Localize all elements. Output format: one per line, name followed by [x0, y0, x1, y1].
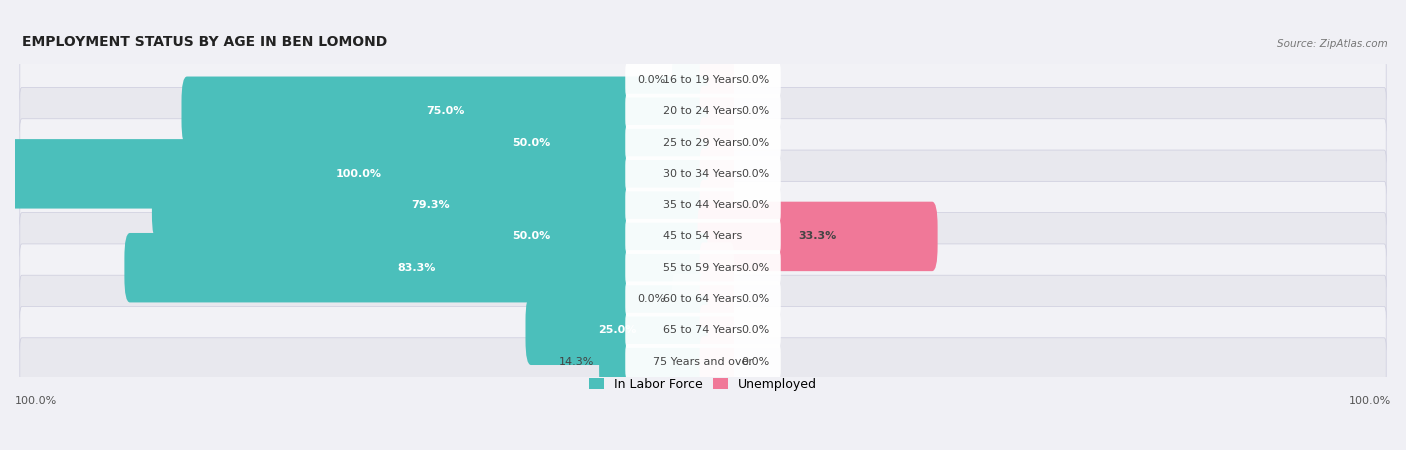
FancyBboxPatch shape: [20, 244, 1386, 292]
Text: 0.0%: 0.0%: [741, 325, 769, 335]
FancyBboxPatch shape: [700, 274, 734, 324]
FancyBboxPatch shape: [152, 171, 709, 240]
Legend: In Labor Force, Unemployed: In Labor Force, Unemployed: [583, 373, 823, 396]
FancyBboxPatch shape: [20, 87, 1386, 135]
Text: 0.0%: 0.0%: [637, 75, 665, 85]
FancyBboxPatch shape: [626, 63, 780, 98]
Text: 83.3%: 83.3%: [398, 263, 436, 273]
FancyBboxPatch shape: [700, 54, 734, 105]
FancyBboxPatch shape: [672, 274, 706, 324]
FancyBboxPatch shape: [626, 94, 780, 129]
FancyBboxPatch shape: [626, 313, 780, 348]
Text: 55 to 59 Years: 55 to 59 Years: [664, 263, 742, 273]
FancyBboxPatch shape: [20, 56, 1386, 104]
Text: 0.0%: 0.0%: [741, 200, 769, 210]
FancyBboxPatch shape: [626, 125, 780, 160]
Text: 30 to 34 Years: 30 to 34 Years: [664, 169, 742, 179]
FancyBboxPatch shape: [700, 180, 734, 230]
FancyBboxPatch shape: [697, 202, 938, 271]
FancyBboxPatch shape: [700, 86, 734, 137]
FancyBboxPatch shape: [626, 188, 780, 223]
Text: Source: ZipAtlas.com: Source: ZipAtlas.com: [1278, 39, 1388, 49]
Text: 0.0%: 0.0%: [741, 263, 769, 273]
Text: 33.3%: 33.3%: [799, 231, 837, 241]
Text: 75.0%: 75.0%: [426, 106, 464, 116]
Text: 0.0%: 0.0%: [637, 294, 665, 304]
Text: 100.0%: 100.0%: [1348, 396, 1391, 406]
Text: 100.0%: 100.0%: [336, 169, 382, 179]
Text: 25.0%: 25.0%: [598, 325, 636, 335]
Text: 0.0%: 0.0%: [741, 138, 769, 148]
FancyBboxPatch shape: [20, 275, 1386, 323]
FancyBboxPatch shape: [700, 305, 734, 356]
FancyBboxPatch shape: [599, 327, 709, 396]
FancyBboxPatch shape: [626, 250, 780, 285]
Text: 16 to 19 Years: 16 to 19 Years: [664, 75, 742, 85]
FancyBboxPatch shape: [20, 338, 1386, 385]
FancyBboxPatch shape: [672, 54, 706, 105]
FancyBboxPatch shape: [20, 119, 1386, 166]
Text: 0.0%: 0.0%: [741, 169, 769, 179]
FancyBboxPatch shape: [20, 181, 1386, 229]
Text: 79.3%: 79.3%: [411, 200, 450, 210]
Text: 35 to 44 Years: 35 to 44 Years: [664, 200, 742, 210]
FancyBboxPatch shape: [10, 139, 709, 208]
Text: 0.0%: 0.0%: [741, 75, 769, 85]
Text: 14.3%: 14.3%: [560, 356, 595, 367]
FancyBboxPatch shape: [181, 76, 709, 146]
FancyBboxPatch shape: [353, 202, 709, 271]
Text: 0.0%: 0.0%: [741, 356, 769, 367]
Text: 65 to 74 Years: 65 to 74 Years: [664, 325, 742, 335]
Text: 75 Years and over: 75 Years and over: [652, 356, 754, 367]
Text: 20 to 24 Years: 20 to 24 Years: [664, 106, 742, 116]
Text: EMPLOYMENT STATUS BY AGE IN BEN LOMOND: EMPLOYMENT STATUS BY AGE IN BEN LOMOND: [22, 35, 387, 49]
FancyBboxPatch shape: [626, 156, 780, 191]
FancyBboxPatch shape: [626, 281, 780, 316]
Text: 0.0%: 0.0%: [741, 294, 769, 304]
FancyBboxPatch shape: [353, 108, 709, 177]
FancyBboxPatch shape: [626, 344, 780, 379]
FancyBboxPatch shape: [626, 219, 780, 254]
FancyBboxPatch shape: [124, 233, 709, 302]
FancyBboxPatch shape: [20, 213, 1386, 260]
Text: 45 to 54 Years: 45 to 54 Years: [664, 231, 742, 241]
Text: 50.0%: 50.0%: [512, 231, 550, 241]
Text: 50.0%: 50.0%: [512, 138, 550, 148]
FancyBboxPatch shape: [20, 306, 1386, 354]
Text: 0.0%: 0.0%: [741, 106, 769, 116]
FancyBboxPatch shape: [700, 336, 734, 387]
FancyBboxPatch shape: [700, 117, 734, 168]
FancyBboxPatch shape: [700, 148, 734, 199]
FancyBboxPatch shape: [700, 243, 734, 293]
Text: 25 to 29 Years: 25 to 29 Years: [664, 138, 742, 148]
FancyBboxPatch shape: [526, 296, 709, 365]
FancyBboxPatch shape: [20, 150, 1386, 198]
Text: 100.0%: 100.0%: [15, 396, 58, 406]
Text: 60 to 64 Years: 60 to 64 Years: [664, 294, 742, 304]
